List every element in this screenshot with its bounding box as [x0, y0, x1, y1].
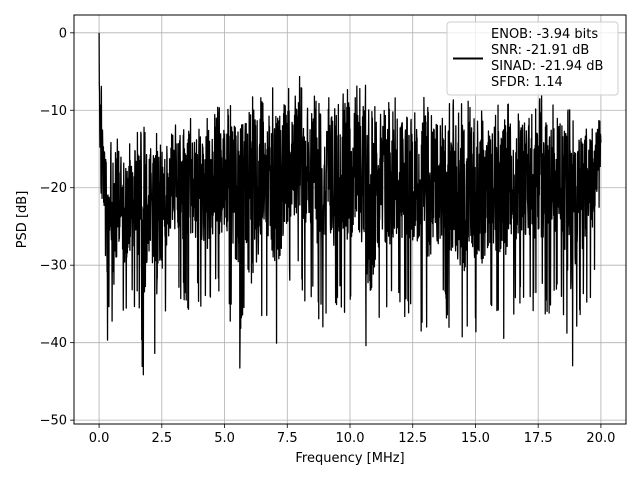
psd-trace [98, 32, 602, 376]
y-tick-label: −10 [40, 104, 67, 119]
legend-sinad: SINAD: -21.94 dB [491, 59, 603, 74]
x-tick-label: 20.0 [586, 431, 615, 446]
legend-sfdr: SFDR: 1.14 [491, 75, 563, 90]
y-axis-ticks: 0 −10 −20 −30 −40 −50 [40, 26, 74, 429]
x-tick-label: 17.5 [524, 431, 553, 446]
x-tick-label: 15.0 [461, 431, 490, 446]
x-tick-label: 12.5 [398, 431, 427, 446]
legend-box [446, 21, 619, 96]
x-tick-label: 7.5 [277, 431, 298, 446]
y-tick-label: 0 [59, 26, 67, 41]
legend-snr: SNR: -21.91 dB [491, 43, 589, 58]
y-tick-label: −40 [40, 336, 67, 351]
x-tick-label: 2.5 [151, 431, 172, 446]
legend-enob: ENOB: -3.94 bits [491, 27, 598, 42]
psd-line [98, 32, 602, 376]
x-axis-ticks: 0.0 2.5 5.0 7.5 10.0 12.5 15.0 17.5 20.0 [89, 424, 615, 446]
y-tick-label: −50 [40, 414, 67, 429]
x-tick-label: 5.0 [214, 431, 235, 446]
y-axis-label: PSD [dB] [15, 191, 30, 249]
x-axis-label: Frequency [MHz] [295, 451, 404, 466]
x-tick-label: 0.0 [89, 431, 110, 446]
y-tick-label: −30 [40, 259, 67, 274]
legend: ENOB: -3.94 bits SNR: -21.91 dB SINAD: -… [446, 21, 619, 96]
x-tick-label: 10.0 [336, 431, 365, 446]
y-tick-label: −20 [40, 181, 67, 196]
